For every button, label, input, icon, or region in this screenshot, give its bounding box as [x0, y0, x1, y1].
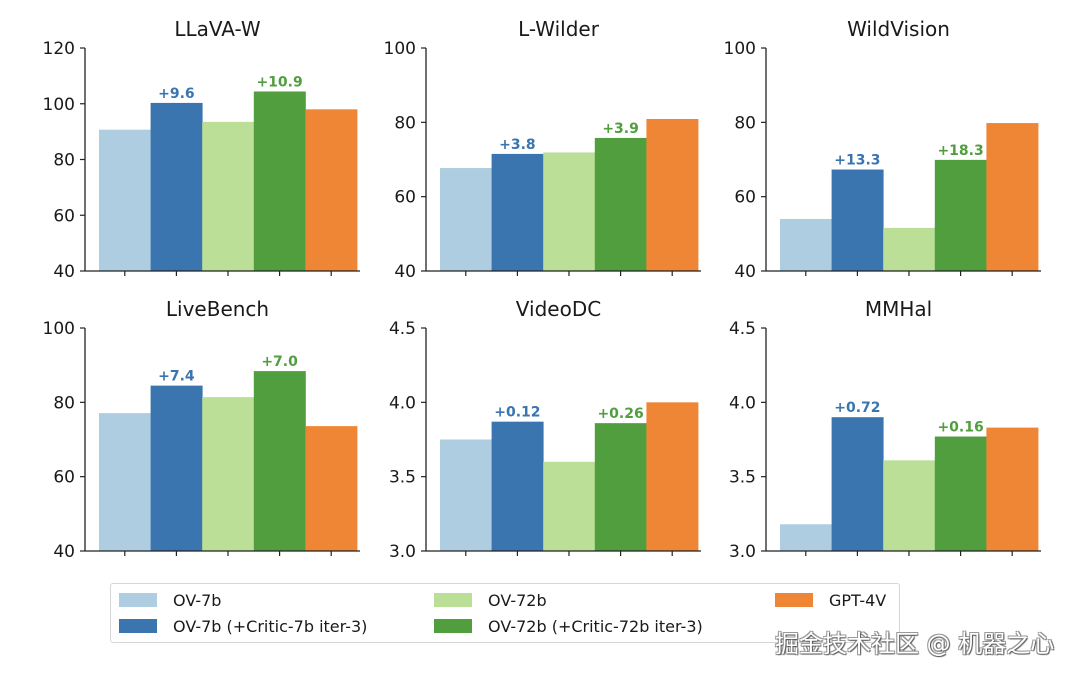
bar-gpt-4v [646, 118, 699, 271]
legend-label: OV-7b (+Critic-7b iter-3) [173, 616, 368, 636]
bar-ov-72b [883, 227, 936, 271]
y-tick-label: 100 [43, 319, 75, 339]
y-tick-label: 3.5 [389, 468, 416, 488]
y-tick-label: 3.0 [729, 542, 756, 562]
bar-gpt-4v [986, 427, 1039, 551]
y-tick-label: 3.0 [389, 542, 416, 562]
legend-label: GPT-4V [829, 590, 887, 610]
watermark: 掘金技术社区 @ 机器之心 [775, 630, 1055, 658]
legend-label: OV-72b (+Critic-72b iter-3) [488, 616, 703, 636]
bar-ov-7b-critic-7b-iter-3- [491, 153, 544, 271]
bar-annotation: +3.9 [602, 121, 639, 137]
subplot-title: LLaVA-W [174, 17, 261, 41]
bar-annotation: +10.9 [256, 74, 302, 90]
legend-swatch [434, 619, 472, 633]
subplot-wildvision: WildVision +13.3 +18.3 40 60 80 100 [724, 17, 1041, 282]
bar-annotation: +3.8 [499, 137, 536, 153]
bar-annotation: +0.16 [937, 420, 983, 436]
y-tick-label: 80 [53, 151, 75, 171]
bar-annotation: +7.0 [261, 354, 298, 370]
y-tick-label: 60 [53, 468, 75, 488]
legend-item-ov-7b-critic: OV-7b (+Critic-7b iter-3) [119, 616, 367, 636]
y-tick-label: 4.5 [729, 319, 756, 339]
bar-annotation: +9.6 [158, 86, 195, 102]
bar-annotation: +0.26 [597, 406, 643, 422]
bar-ov-72b-critic-72b-iter-3- [934, 159, 987, 271]
bar-annotation: +18.3 [937, 143, 983, 159]
bar-ov-7b-critic-7b-iter-3- [831, 169, 884, 271]
y-tick-label: 60 [53, 206, 75, 226]
bar-annotation: +0.12 [494, 405, 540, 421]
y-tick-label: 4.0 [389, 393, 416, 413]
subplot-mmhal: MMHal +0.72 +0.16 3.0 3.5 4.0 4.5 [729, 297, 1041, 562]
bar-ov-7b-critic-7b-iter-3- [150, 102, 203, 271]
y-tick-label: 80 [734, 113, 756, 133]
y-tick-label: 120 [43, 39, 75, 59]
bar-ov-7b [780, 218, 832, 271]
subplot-title: LiveBench [166, 297, 269, 321]
legend-swatch [119, 619, 157, 633]
bar-gpt-4v [986, 123, 1039, 272]
y-tick-label: 80 [394, 113, 416, 133]
bar-annotation: +13.3 [834, 153, 880, 169]
legend-label: OV-72b [488, 590, 547, 610]
subplot-title: WildVision [847, 17, 950, 41]
bar-ov-72b [883, 460, 936, 551]
bar-ov-72b-critic-72b-iter-3- [253, 91, 306, 271]
subplot-livebench: LiveBench +7.4 +7.0 40 60 80 100 [43, 297, 360, 562]
bar-gpt-4v [305, 109, 358, 271]
y-tick-label: 40 [53, 542, 75, 562]
bar-ov-7b-critic-7b-iter-3- [491, 421, 544, 551]
bar-ov-72b [543, 461, 596, 551]
subplot-llava-w: LLaVA-W +9.6 +10.9 40 60 80 100 120 [43, 17, 360, 282]
bar-ov-7b-critic-7b-iter-3- [150, 385, 203, 551]
legend-label: OV-7b [173, 590, 222, 610]
bar-ov-72b [202, 397, 255, 551]
y-tick-label: 60 [394, 188, 416, 208]
bar-annotation: +0.72 [834, 400, 880, 416]
bar-ov-72b-critic-72b-iter-3- [934, 436, 987, 551]
legend-item-ov-72b-critic: OV-72b (+Critic-72b iter-3) [434, 616, 703, 636]
bar-ov-7b-critic-7b-iter-3- [831, 417, 884, 551]
legend-item-ov-72b: OV-72b [434, 590, 547, 610]
bar-ov-7b [440, 439, 492, 551]
y-tick-label: 40 [53, 262, 75, 282]
bar-ov-7b [440, 168, 492, 271]
legend-swatch [119, 593, 157, 607]
y-tick-label: 100 [43, 95, 75, 115]
y-tick-label: 40 [394, 262, 416, 282]
y-tick-label: 3.5 [729, 468, 756, 488]
y-tick-label: 100 [724, 39, 756, 59]
bar-ov-7b [99, 129, 151, 271]
y-tick-label: 4.0 [729, 393, 756, 413]
subplot-videodc: VideoDC +0.12 +0.26 3.0 3.5 4.0 4.5 [389, 297, 701, 562]
subplot-title: VideoDC [516, 297, 601, 321]
y-tick-label: 40 [734, 262, 756, 282]
bar-ov-72b-critic-72b-iter-3- [594, 423, 647, 551]
bar-annotation: +7.4 [158, 369, 195, 385]
bar-ov-72b [202, 121, 255, 272]
subplot-l-wilder: L-Wilder +3.8 +3.9 40 60 80 100 [384, 17, 701, 282]
legend-swatch [434, 593, 472, 607]
y-tick-label: 80 [53, 393, 75, 413]
bar-ov-72b [543, 152, 596, 271]
bar-gpt-4v [646, 402, 699, 551]
subplot-title: MMHal [865, 297, 932, 321]
legend-item-ov-7b: OV-7b [119, 590, 221, 610]
bar-ov-72b-critic-72b-iter-3- [253, 371, 306, 551]
subplot-title: L-Wilder [518, 17, 600, 41]
bar-ov-7b [780, 524, 832, 551]
bar-gpt-4v [305, 426, 358, 551]
bar-ov-72b-critic-72b-iter-3- [594, 137, 647, 271]
y-tick-label: 60 [734, 188, 756, 208]
legend-item-gpt-4v: GPT-4V [775, 590, 886, 610]
bar-ov-7b [99, 413, 151, 551]
legend-swatch [775, 593, 813, 607]
legend: OV-7b OV-7b (+Critic-7b iter-3) OV-72b O… [110, 583, 900, 643]
y-tick-label: 4.5 [389, 319, 416, 339]
y-tick-label: 100 [384, 39, 416, 59]
